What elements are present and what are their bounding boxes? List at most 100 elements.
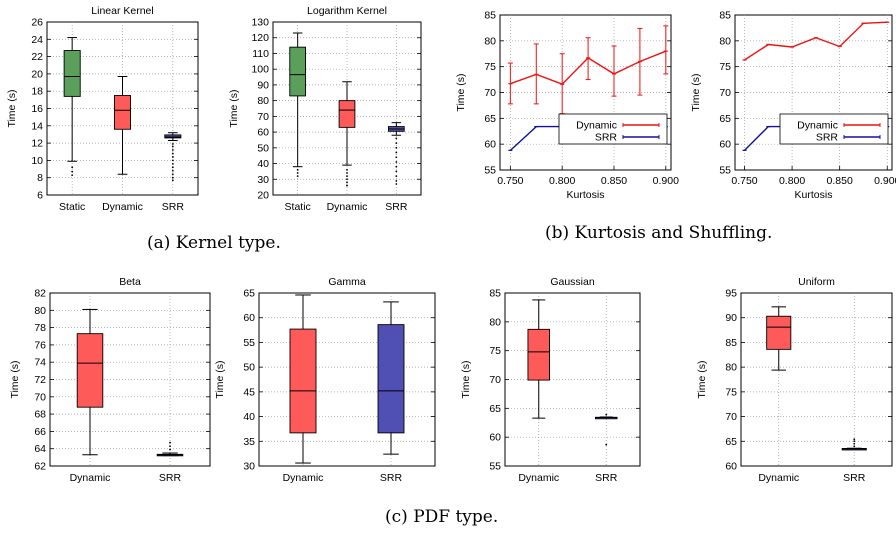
outlier-point (395, 151, 398, 154)
plot-frame (258, 292, 436, 467)
ytick-label: 8 (37, 172, 43, 184)
ytick-label: 80 (719, 35, 731, 47)
outlier-point (346, 175, 348, 178)
ytick-label: 50 (243, 362, 255, 374)
outlier-point (346, 172, 348, 174)
category-label: Static (59, 201, 85, 213)
outlier-point (395, 175, 398, 178)
outlier-point (171, 149, 174, 151)
ytick-label: 85 (725, 337, 737, 349)
ytick-label: 75 (489, 345, 501, 357)
xtick-label: 0.900 (874, 175, 896, 187)
category-label: SRR (380, 472, 403, 484)
ytick-label: 55 (484, 165, 496, 177)
y-axis-label: Time (s) (214, 360, 226, 398)
box-dynamic (766, 315, 792, 350)
ytick-label: 65 (489, 403, 501, 415)
ytick-label: 65 (725, 436, 737, 448)
ytick-label: 45 (243, 386, 255, 398)
box-srr (377, 324, 405, 434)
ytick-label: 66 (34, 426, 46, 438)
outlier-point (853, 438, 856, 441)
outlier-point (71, 174, 74, 177)
outlier-point (395, 137, 398, 140)
box-dynamic (338, 100, 356, 128)
outlier-point (395, 161, 398, 163)
xtick-label: 0.850 (601, 175, 627, 187)
chart-shuffling: 55 60 65 70 75 80 85 Time (s) 0.750 0.800 0.850 0.9… (690, 10, 896, 202)
y-axis-label: Time (s) (460, 360, 472, 398)
outlier-point (171, 169, 174, 172)
category-label: SRR (595, 472, 618, 484)
ytick-label: 80 (257, 95, 269, 107)
ytick-label: 12 (31, 138, 43, 150)
ytick-label: 70 (725, 411, 737, 423)
outlier-point (171, 145, 174, 148)
box-dynamic (289, 328, 317, 434)
ytick-label: 24 (31, 34, 43, 46)
ytick-label: 120 (251, 32, 269, 44)
xtick-label: 0.800 (549, 175, 575, 187)
outlier-point (296, 175, 299, 178)
ytick-label: 70 (257, 111, 269, 123)
caption-kurtosis-shuffling: (b) Kurtosis and Shuffling. (545, 223, 773, 243)
ytick-label: 80 (489, 316, 501, 328)
outlier-point (346, 168, 348, 171)
category-label: Dynamic (102, 201, 143, 213)
chart-linear: 6 8 10 12 14 16 18 20 22 24 26 Time (s) Linear Kerne… (6, 5, 199, 213)
box-dynamic (527, 328, 551, 381)
outlier-point (71, 166, 74, 169)
outlier-point (169, 448, 171, 451)
plot-frame (504, 292, 641, 467)
chart-kurtosis: 55 60 65 70 75 80 85 Time (s) 0.750 0.800 0.850 0.9… (455, 10, 679, 202)
legend-label: SRR (595, 132, 618, 144)
ytick-label: 80 (484, 35, 496, 47)
chart-gamma: 30 35 40 45 50 55 60 65 Time (s) Gamma Dynamic SRR (214, 276, 436, 484)
ytick-label: 55 (719, 165, 731, 177)
ytick-label: 65 (719, 113, 731, 125)
box-static (63, 50, 81, 97)
ytick-label: 22 (31, 51, 43, 63)
y-axis-label: Time (s) (228, 89, 240, 127)
outlier-point (605, 443, 608, 446)
ytick-label: 60 (719, 139, 731, 151)
category-label: Dynamic (518, 472, 559, 484)
outlier-point (395, 156, 398, 159)
y-axis-label: Time (s) (690, 73, 702, 111)
ytick-label: 82 (34, 288, 46, 300)
ytick-label: 80 (34, 305, 46, 317)
ytick-label: 76 (34, 339, 46, 351)
ytick-label: 64 (34, 443, 46, 455)
ytick-label: 62 (34, 461, 46, 473)
xtick-label: 0.850 (827, 175, 853, 187)
category-label: Dynamic (283, 472, 324, 484)
legend-box (558, 113, 668, 145)
outlier-point (71, 170, 74, 173)
ytick-label: 74 (34, 357, 46, 369)
chart-beta: 62 64 66 68 70 72 74 76 78 80 82 Time (s) Beta Dynami… (9, 276, 211, 484)
plot-frame (49, 292, 211, 467)
ytick-label: 100 (251, 64, 269, 76)
outlier-point (605, 413, 608, 416)
ytick-label: 18 (31, 86, 43, 98)
outlier-point (171, 152, 174, 155)
y-axis-label: Time (s) (9, 360, 21, 398)
caption-pdf-type: (c) PDF type. (385, 507, 499, 527)
ytick-label: 30 (243, 461, 255, 473)
outlier-point (346, 178, 348, 181)
outlier-point (346, 184, 348, 187)
legend-label: Dynamic (576, 120, 617, 132)
box-srr (164, 134, 182, 139)
ytick-label: 70 (489, 374, 501, 386)
chart-title: Beta (119, 276, 141, 288)
plot-frame (734, 14, 893, 171)
chart-log: 20 30 40 50 60 70 80 90 100 110 120 130 Time (s) Loga… (228, 5, 422, 213)
outlier-point (853, 440, 856, 443)
ytick-label: 90 (725, 312, 737, 324)
x-axis-label: Kurtosis (795, 189, 833, 201)
category-label: SRR (843, 472, 866, 484)
ytick-label: 70 (719, 87, 731, 99)
xtick-label: 0.900 (653, 175, 679, 187)
ytick-label: 90 (257, 79, 269, 91)
